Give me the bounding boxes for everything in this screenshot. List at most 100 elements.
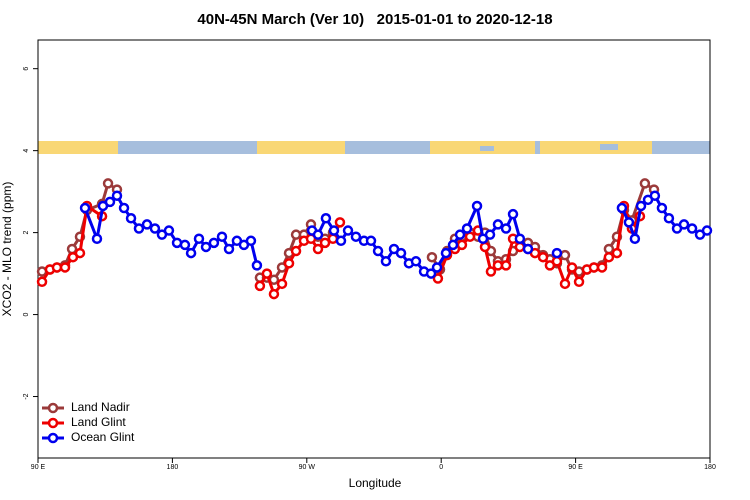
chart-title: 40N-45N March (Ver 10) 2015-01-01 to 202… (197, 11, 552, 28)
plot-frame (37, 39, 711, 459)
data-point (514, 233, 526, 245)
data-point (492, 260, 504, 271)
data-point (500, 260, 512, 271)
data-point (500, 223, 512, 234)
y-tick-label: -2 (23, 393, 30, 399)
data-point (179, 239, 191, 251)
data-point (59, 262, 71, 273)
data-point (410, 256, 422, 267)
data-point (588, 262, 600, 273)
legend-label: Land Glint (71, 415, 126, 429)
y-tick-label: 4 (23, 149, 30, 153)
data-point (372, 245, 384, 257)
data-point (471, 200, 483, 212)
data-point (395, 247, 407, 259)
y-tick-label: 6 (23, 67, 30, 71)
data-point (596, 262, 608, 273)
data-point (149, 223, 161, 234)
data-point (185, 247, 197, 259)
data-point (537, 251, 549, 263)
data-point (522, 243, 534, 255)
data-point (193, 233, 205, 245)
data-point (461, 223, 473, 234)
data-point (649, 190, 661, 201)
data-point (118, 202, 130, 214)
land-strip (540, 141, 652, 154)
data-point (320, 213, 332, 224)
data-point (334, 217, 346, 228)
data-point (216, 231, 228, 242)
data-point (432, 273, 444, 284)
data-point (464, 231, 476, 242)
y-tick-label: 0 (23, 313, 30, 317)
data-point (551, 256, 563, 267)
data-point (245, 235, 257, 247)
data-point (276, 278, 288, 290)
x-tick-label: 180 (167, 464, 179, 471)
data-point (492, 219, 504, 230)
data-point (200, 241, 212, 253)
data-point (380, 256, 392, 267)
legend-label: Ocean Glint (71, 430, 135, 444)
data-point (254, 280, 266, 292)
data-point (133, 223, 145, 234)
data-point (290, 245, 302, 257)
x-tick-label: 90 E (31, 464, 46, 471)
x-tick-label: 90 W (299, 464, 316, 471)
land-strip (257, 141, 345, 154)
data-point (268, 288, 280, 300)
data-point (327, 233, 339, 245)
data-point (208, 237, 220, 249)
legend-marker (47, 432, 59, 444)
legend-marker (47, 402, 59, 414)
data-point (507, 208, 519, 220)
series (79, 190, 713, 279)
legend-marker (47, 417, 59, 429)
data-point (102, 178, 114, 189)
data-point (603, 251, 615, 263)
data-point (319, 237, 331, 249)
data-point (365, 235, 377, 247)
data-point (125, 213, 137, 224)
data-point (616, 202, 628, 214)
data-point (440, 247, 452, 259)
data-point (141, 219, 153, 230)
data-point (623, 217, 635, 228)
data-point (251, 260, 263, 271)
data-point (629, 233, 641, 245)
data-point (79, 202, 91, 214)
data-point (573, 276, 585, 288)
data-point (431, 262, 443, 273)
data-point (701, 225, 713, 236)
y-tick-label: 2 (23, 231, 30, 235)
data-point (559, 278, 571, 290)
data-point (342, 225, 354, 236)
land-strip (38, 141, 118, 154)
data-point (223, 243, 235, 255)
data-point (678, 219, 690, 230)
data-point (639, 178, 651, 189)
legend-label: Land Nadir (71, 400, 130, 414)
data-point (454, 229, 466, 240)
x-tick-label: 0 (439, 464, 443, 471)
data-point (261, 268, 273, 279)
x-tick-label: 90 E (568, 464, 583, 471)
y-axis-label: XCO2 - MLO trend (ppm) (0, 182, 14, 317)
data-point (163, 225, 175, 236)
data-point (656, 202, 668, 214)
data-point (74, 247, 86, 259)
data-point (104, 196, 116, 208)
data-point (559, 249, 571, 261)
data-point (328, 225, 340, 236)
data-point (479, 241, 491, 253)
data-point (611, 247, 623, 259)
ocean-strip (480, 146, 494, 151)
data-point (312, 243, 324, 255)
surface-strip (38, 141, 710, 154)
data-point (312, 229, 324, 240)
data-point (603, 243, 615, 255)
data-point (36, 276, 48, 288)
data-point (350, 231, 362, 242)
